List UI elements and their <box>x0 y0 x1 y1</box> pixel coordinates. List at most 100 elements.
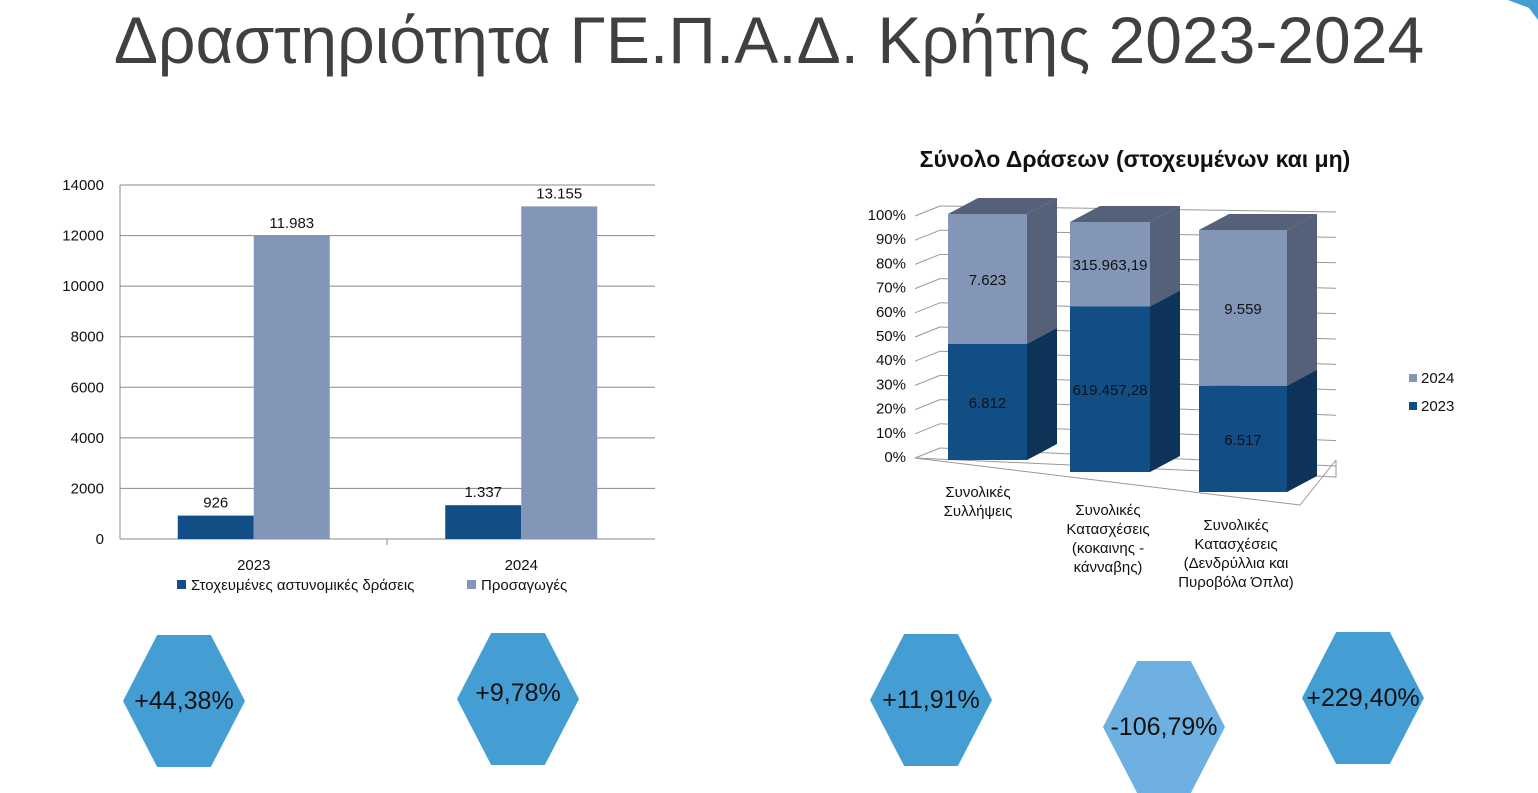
y-tick-label: 2000 <box>71 480 104 497</box>
gridline <box>939 374 1337 391</box>
badge-value: +44,38% <box>134 686 234 715</box>
y-tick-label: 20% <box>876 401 906 418</box>
gridline <box>914 374 941 386</box>
bar-side <box>1027 327 1057 460</box>
legend-swatch <box>177 580 186 589</box>
x-tick-label: Κατασχέσεις <box>1194 536 1277 553</box>
gridline <box>914 229 941 241</box>
y-tick-label: 14000 <box>62 177 104 194</box>
y-tick-label: 50% <box>876 328 906 345</box>
x-tick-label: Συνολικές <box>945 484 1010 501</box>
x-tick-label: Κατασχέσεις <box>1066 521 1149 538</box>
bar <box>177 515 254 539</box>
data-label: 6.812 <box>969 395 1007 412</box>
badge-value: +9,78% <box>475 678 561 707</box>
data-label: 11.983 <box>269 215 314 232</box>
y-tick-label: 8000 <box>71 329 104 346</box>
gridline <box>914 205 941 217</box>
y-tick-label: 12000 <box>62 228 104 245</box>
legend-label: 2023 <box>1421 398 1454 415</box>
badge-value: -106,79% <box>1110 712 1218 741</box>
gridline <box>939 253 1337 264</box>
chart-title: Σύνολο Δράσεων (στοχευμένων και μη) <box>920 146 1351 172</box>
gridline <box>914 447 941 459</box>
bar-top <box>948 198 1057 214</box>
x-tick-label: Πυροβόλα Όπλα) <box>1178 574 1294 591</box>
bar-segment-2023 <box>1070 306 1150 472</box>
x-tick-label: Συνολικές <box>1203 517 1268 534</box>
legend-swatch <box>467 580 476 589</box>
gridline <box>939 326 1337 340</box>
gridline <box>939 399 1337 416</box>
bar-segment-2023 <box>948 343 1027 460</box>
data-label: 9.559 <box>1224 301 1262 318</box>
gridline <box>914 326 941 338</box>
floor <box>914 457 1337 506</box>
x-tick-label: (κοκαινης - <box>1072 540 1144 557</box>
x-tick-label: 2024 <box>505 557 538 574</box>
bar <box>521 206 598 539</box>
bar-side <box>1287 214 1317 386</box>
legend-label: 2024 <box>1421 370 1454 387</box>
gridline <box>914 302 941 314</box>
x-tick-label: 2023 <box>237 557 270 574</box>
badge-value: +229,40% <box>1306 683 1420 712</box>
bar-top <box>1199 214 1317 230</box>
gridline <box>939 278 1337 289</box>
badge-value: +11,91% <box>882 685 980 714</box>
badge-hexagon: +229,40% <box>1302 632 1424 764</box>
gridline <box>914 399 941 411</box>
gridline <box>914 350 941 362</box>
bar-side <box>1027 198 1057 344</box>
x-tick-label: (Δενδρύλλια και <box>1184 555 1289 572</box>
y-tick-label: 4000 <box>71 430 104 447</box>
gridline <box>939 447 1337 467</box>
bar-chart-activity: 0 2000 4000 6000 8000 10000 12000 14000 2023 926 1… <box>62 177 655 594</box>
y-tick-label: 70% <box>876 280 906 297</box>
gridline <box>939 229 1337 238</box>
bar-segment-2023 <box>1199 385 1287 492</box>
floor <box>914 457 1337 478</box>
y-tick-label: 40% <box>876 352 906 369</box>
badge-hexagon: -106,79% <box>1103 661 1225 793</box>
gridline <box>939 302 1337 315</box>
legend-swatch <box>1409 374 1417 382</box>
bar-side <box>1287 369 1317 492</box>
legend-label: Στοχευμένες αστυνομικές δράσεις <box>191 577 414 594</box>
bar <box>253 236 330 539</box>
gridline <box>939 350 1337 365</box>
data-label: 7.623 <box>969 272 1007 289</box>
y-tick-label: 0% <box>884 449 906 466</box>
gridline <box>939 423 1337 442</box>
slide-title: Δραστηριότητα ΓΕ.Π.Α.Δ. Κρήτης 2023-2024 <box>113 3 1425 77</box>
x-tick-label: Συνολικές <box>1075 502 1140 519</box>
legend-label: Προσαγωγές <box>481 577 567 594</box>
data-label: 6.517 <box>1224 432 1262 449</box>
data-label: 926 <box>203 495 228 512</box>
bar-side <box>1150 290 1180 472</box>
data-label: 315.963,19 <box>1072 257 1147 274</box>
y-tick-label: 90% <box>876 231 906 248</box>
y-tick-label: 100% <box>868 207 906 224</box>
data-label: 619.457,28 <box>1072 382 1147 399</box>
y-tick-label: 60% <box>876 304 906 321</box>
x-tick-label: Συλλήψεις <box>944 503 1013 520</box>
legend-swatch <box>1409 402 1417 410</box>
gridline <box>914 253 941 265</box>
bar-top <box>1070 206 1180 222</box>
data-label: 13.155 <box>536 185 582 202</box>
gridline <box>914 423 941 435</box>
y-tick-label: 80% <box>876 255 906 272</box>
bar-side <box>1150 206 1180 307</box>
y-tick-label: 10% <box>876 425 906 442</box>
data-label: 1.337 <box>464 484 502 501</box>
badge-hexagon: +44,38% <box>123 635 245 767</box>
y-tick-label: 0 <box>96 531 104 548</box>
corner-decoration <box>1508 0 1538 20</box>
bar-segment-2024 <box>948 214 1027 344</box>
bar-segment-2024 <box>1199 230 1287 386</box>
badge-hexagon: +11,91% <box>870 634 992 766</box>
bar-segment-2024 <box>1070 222 1150 307</box>
gridline <box>914 278 941 290</box>
y-tick-label: 6000 <box>71 379 104 396</box>
